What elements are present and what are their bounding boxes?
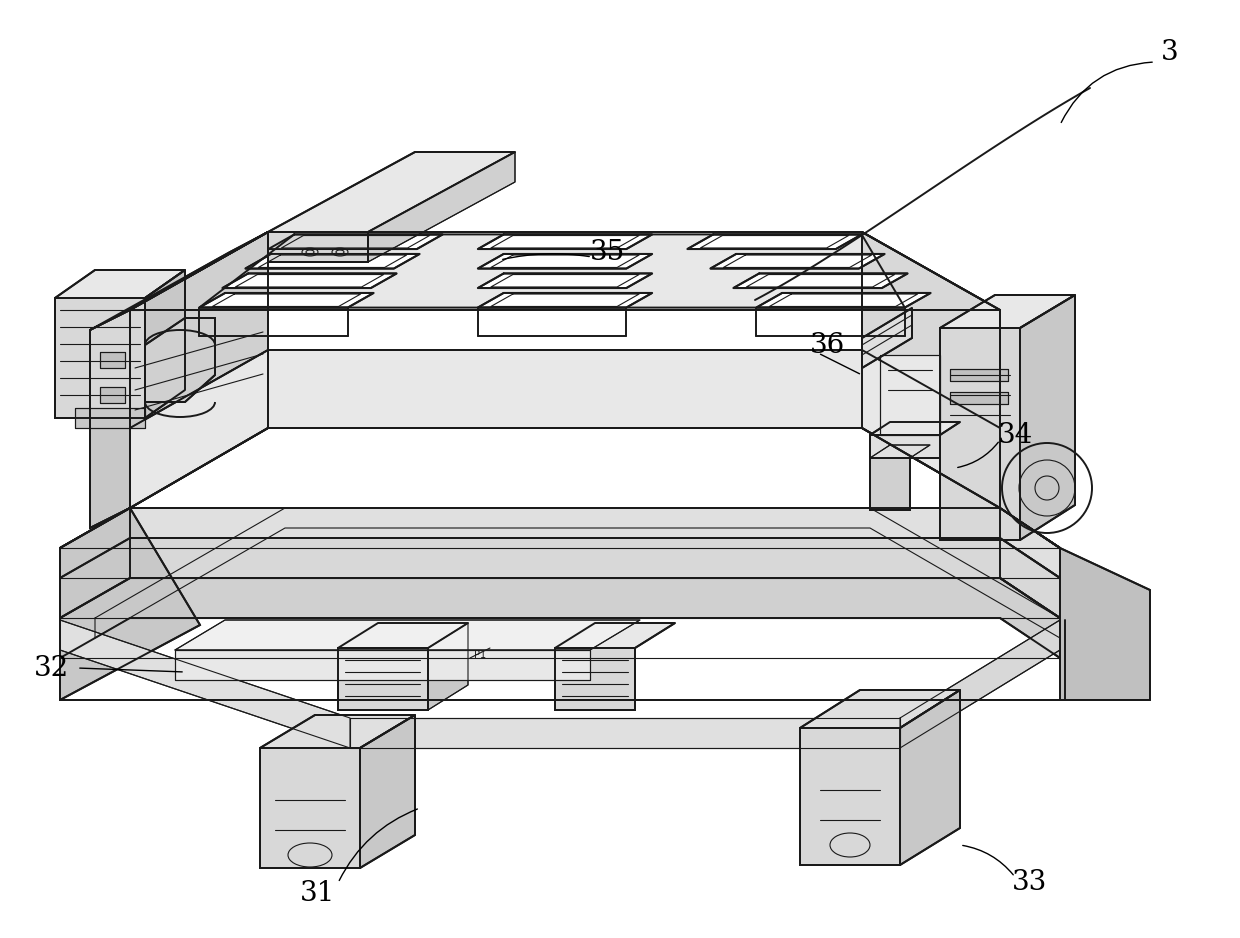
Polygon shape <box>339 648 428 710</box>
Polygon shape <box>100 352 125 368</box>
Polygon shape <box>733 274 908 288</box>
Polygon shape <box>55 298 145 418</box>
Polygon shape <box>880 355 940 435</box>
Polygon shape <box>60 508 130 618</box>
Polygon shape <box>91 310 130 528</box>
Text: 35: 35 <box>589 238 625 265</box>
Polygon shape <box>60 620 350 748</box>
Polygon shape <box>687 234 862 250</box>
Polygon shape <box>60 538 1060 618</box>
Polygon shape <box>60 578 1060 658</box>
Text: 36: 36 <box>811 331 846 358</box>
Polygon shape <box>145 270 185 418</box>
Text: 31: 31 <box>300 880 336 906</box>
Text: P1: P1 <box>474 650 486 660</box>
Polygon shape <box>940 295 1075 328</box>
Polygon shape <box>870 435 940 458</box>
Polygon shape <box>368 152 515 262</box>
Polygon shape <box>999 508 1060 618</box>
Polygon shape <box>477 293 652 308</box>
Polygon shape <box>1021 295 1075 540</box>
Polygon shape <box>268 234 443 250</box>
Polygon shape <box>950 392 1008 404</box>
Polygon shape <box>91 232 268 330</box>
Polygon shape <box>862 308 911 368</box>
Polygon shape <box>870 445 930 458</box>
Polygon shape <box>130 232 268 508</box>
Polygon shape <box>950 369 1008 381</box>
Polygon shape <box>477 274 652 288</box>
Polygon shape <box>200 293 373 308</box>
Polygon shape <box>130 232 999 310</box>
Polygon shape <box>260 715 415 748</box>
Polygon shape <box>130 350 268 508</box>
Polygon shape <box>268 152 515 232</box>
Polygon shape <box>756 293 931 308</box>
Polygon shape <box>999 508 1149 700</box>
Polygon shape <box>268 232 368 262</box>
Polygon shape <box>130 350 999 508</box>
Polygon shape <box>339 623 467 648</box>
Polygon shape <box>556 623 675 648</box>
Text: 34: 34 <box>997 421 1033 448</box>
Text: 3: 3 <box>1161 38 1179 66</box>
Polygon shape <box>870 458 910 510</box>
Polygon shape <box>800 728 900 865</box>
Polygon shape <box>100 387 125 403</box>
Polygon shape <box>360 715 415 868</box>
Polygon shape <box>556 648 635 710</box>
Polygon shape <box>477 254 652 268</box>
Text: 32: 32 <box>35 655 69 682</box>
Text: 33: 33 <box>1012 869 1048 896</box>
Polygon shape <box>222 274 397 288</box>
Polygon shape <box>870 422 960 435</box>
Polygon shape <box>74 408 145 428</box>
Polygon shape <box>900 690 960 865</box>
Polygon shape <box>940 328 1021 540</box>
Polygon shape <box>477 234 652 250</box>
Polygon shape <box>55 270 185 298</box>
Polygon shape <box>175 620 640 650</box>
Polygon shape <box>800 690 960 728</box>
Polygon shape <box>711 254 884 268</box>
Polygon shape <box>175 650 590 680</box>
Polygon shape <box>350 718 900 748</box>
Polygon shape <box>60 508 200 700</box>
Polygon shape <box>862 232 999 508</box>
Polygon shape <box>900 620 1060 748</box>
Polygon shape <box>60 508 1060 578</box>
Polygon shape <box>246 254 419 268</box>
Polygon shape <box>145 318 215 402</box>
Polygon shape <box>95 508 1060 638</box>
Polygon shape <box>260 748 360 868</box>
Polygon shape <box>428 623 467 710</box>
